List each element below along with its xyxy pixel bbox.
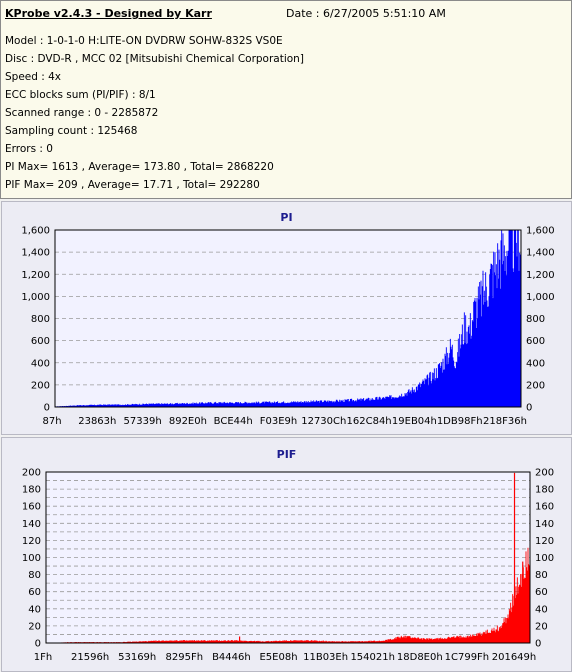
y-tick-label-left: 80 [28,570,41,581]
y-tick-label-left: 120 [22,536,41,547]
y-tick-label-right: 600 [526,336,545,347]
y-tick-label-right: 80 [535,570,548,581]
y-tick-label-right: 160 [535,502,554,513]
x-tick-label: F03E9h [260,416,298,427]
y-tick-label-right: 0 [535,639,541,650]
pi-chart-panel: PI 0 0 200 200 400 400 600 600 800 800 1,000 1,000 1… [1,201,572,435]
errors-line: Errors : 0 [5,143,53,155]
y-tick-label-right: 100 [535,553,554,564]
y-tick-label-right: 120 [535,536,554,547]
y-tick-label-right: 140 [535,519,554,530]
x-tick-label: 12730Ch [301,416,346,427]
x-tick-label: 18D8E0h [397,652,443,663]
speed-line: Speed : 4x [5,71,62,83]
x-tick-label: 21596h [71,652,109,663]
y-tick-label-right: 400 [526,358,545,369]
x-tick-label: 162C84h [347,416,392,427]
x-tick-label: 11B03Eh [303,652,348,663]
y-tick-label-left: 200 [31,380,50,391]
y-tick-label-right: 1,400 [526,248,555,259]
y-tick-label-left: 20 [28,621,41,632]
sampling-line: Sampling count : 125468 [5,125,138,137]
x-tick-label: 8295Fh [166,652,204,663]
y-tick-label-left: 1,400 [21,248,50,259]
x-tick-label: 57339h [124,416,162,427]
x-tick-label: 23863h [78,416,116,427]
pi-summary-line: PI Max= 1613 , Average= 173.80 , Total= … [5,161,274,173]
y-tick-label-left: 60 [28,587,41,598]
y-tick-label-right: 0 [526,403,532,414]
pif-chart-panel: PIF 0 0 20 20 40 40 60 60 80 80 100 100 120 120 140 140… [1,437,572,672]
y-tick-label-left: 0 [35,639,41,650]
pif-chart-title: PIF [276,448,297,461]
y-tick-label-left: 1,000 [21,292,50,303]
y-tick-label-right: 1,000 [526,292,555,303]
disc-line: Disc : DVD-R , MCC 02 [Mitsubishi Chemic… [5,53,304,65]
model-line: Model : 1-0-1-0 H:LITE-ON DVDRW SOHW-832… [5,35,283,47]
y-tick-label-left: 1,200 [21,270,50,281]
x-tick-label: 154021h [350,652,395,663]
y-tick-label-right: 1,600 [526,226,555,237]
x-tick-label: 87h [42,416,61,427]
x-tick-label: 201649h [492,652,537,663]
range-line: Scanned range : 0 - 2285872 [5,107,159,119]
y-tick-label-right: 200 [526,380,545,391]
y-tick-label-left: 100 [22,553,41,564]
y-tick-label-right: 40 [535,604,548,615]
scan-date: Date : 6/27/2005 5:51:10 AM [286,7,446,20]
pif-summary-line: PIF Max= 209 , Average= 17.71 , Total= 2… [5,179,260,191]
x-tick-label: BCE44h [214,416,253,427]
y-tick-label-right: 1,200 [526,270,555,281]
x-tick-label: 19EB04h [392,416,437,427]
pi-chart: 0 0 200 200 400 400 600 600 800 800 1,000 1,000 1,20… [21,226,555,428]
x-tick-label: 1C799Fh [445,652,490,663]
y-tick-label-left: 40 [28,604,41,615]
x-tick-label: E5E08h [259,652,297,663]
x-tick-label: 1Fh [34,652,52,663]
x-tick-label: 1DB98Fh [437,416,483,427]
y-tick-label-right: 200 [535,468,554,479]
y-tick-label-left: 600 [31,336,50,347]
y-tick-label-left: 180 [22,485,41,496]
plot-border [45,471,531,644]
pi-chart-title: PI [280,211,293,224]
x-tick-label: 53169h [118,652,156,663]
y-tick-label-left: 400 [31,358,50,369]
x-tick-label: 892E0h [169,416,207,427]
x-tick-label: B4446h [212,652,251,663]
y-tick-label-left: 800 [31,314,50,325]
y-tick-label-right: 20 [535,621,548,632]
y-tick-label-right: 180 [535,485,554,496]
y-tick-label-right: 60 [535,587,548,598]
pif-chart: 0 0 20 20 40 40 60 60 80 80 100 100 120 120 140 140 160 1… [22,468,554,664]
y-tick-label-left: 140 [22,519,41,530]
plot-border [54,229,522,408]
ecc-line: ECC blocks sum (PI/PIF) : 8/1 [5,89,156,101]
y-tick-label-left: 160 [22,502,41,513]
app-title: KProbe v2.4.3 - Designed by Karr [5,7,212,20]
y-tick-label-left: 0 [44,403,50,414]
y-tick-label-right: 800 [526,314,545,325]
x-tick-label: 218F36h [483,416,527,427]
y-tick-label-left: 1,600 [21,226,50,237]
info-panel: KProbe v2.4.3 - Designed by Karr Date : … [0,0,572,199]
y-tick-label-left: 200 [22,468,41,479]
